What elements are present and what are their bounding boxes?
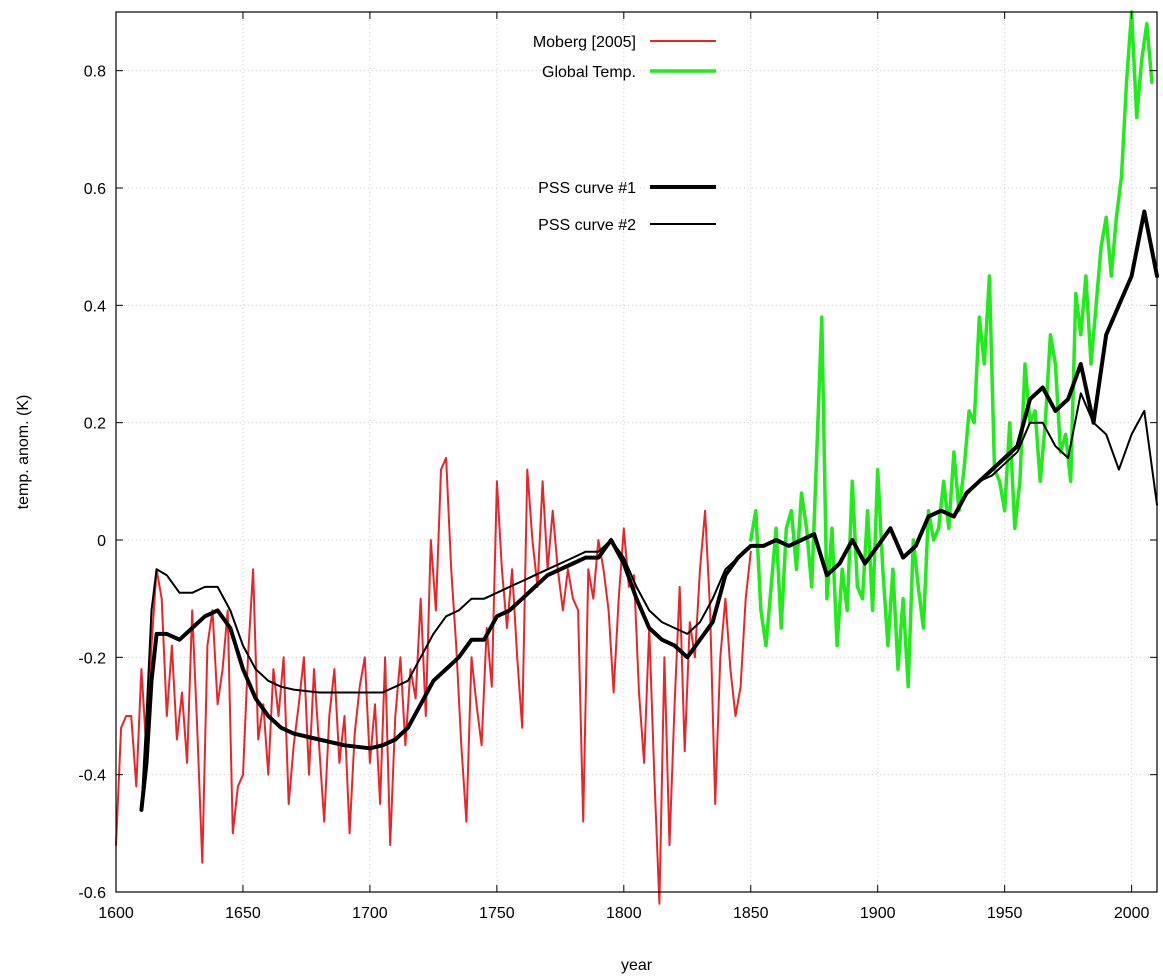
y-axis-label: temp. anom. (K) xyxy=(15,395,32,510)
legend-label-pss-curve-1: PSS curve #1 xyxy=(538,180,636,197)
legend-label-global-temp: Global Temp. xyxy=(542,64,636,81)
y-tick-label: 0.2 xyxy=(84,416,106,433)
legend-label-pss-curve-2: PSS curve #2 xyxy=(538,217,636,234)
grid-lines xyxy=(116,12,1157,892)
y-tick-label: 0.8 xyxy=(84,64,106,81)
x-tick-label: 1950 xyxy=(987,905,1023,922)
series-line-moberg-2005 xyxy=(115,456,752,905)
y-tick-label: -0.4 xyxy=(78,768,106,785)
x-tick-label: 1600 xyxy=(98,905,134,922)
x-tick-label: 1900 xyxy=(860,905,896,922)
x-tick-label: 1650 xyxy=(225,905,261,922)
x-tick-label: 2000 xyxy=(1114,905,1150,922)
x-tick-label: 1800 xyxy=(606,905,642,922)
x-axis-ticks: 1600 1650 1700 1750 1800 1850 1900 1950 2000 xyxy=(98,12,1150,922)
series-line-pss-curve-2 xyxy=(140,392,1158,811)
legend-label-moberg-2005: Moberg [2005] xyxy=(533,34,636,51)
y-tick-label: -0.6 xyxy=(78,885,106,902)
y-tick-label: 0.4 xyxy=(84,298,106,315)
series-layer xyxy=(115,10,1159,905)
y-tick-label: 0.6 xyxy=(84,181,106,198)
series-line-pss-curve-1 xyxy=(139,209,1159,812)
x-tick-label: 1700 xyxy=(352,905,388,922)
y-tick-label: -0.2 xyxy=(78,650,106,667)
x-axis-label: year xyxy=(621,957,653,974)
y-axis-ticks: -0.6 -0.4 -0.2 0 0.2 0.4 0.6 0.8 xyxy=(78,64,1157,902)
x-tick-label: 1750 xyxy=(479,905,515,922)
y-tick-label: 0 xyxy=(97,533,106,550)
series-line-global-temp xyxy=(749,10,1154,689)
legend: Moberg [2005] Global Temp. PSS curve #1 PSS… xyxy=(533,34,716,234)
x-tick-label: 1850 xyxy=(733,905,769,922)
plot-frame xyxy=(115,11,1158,893)
